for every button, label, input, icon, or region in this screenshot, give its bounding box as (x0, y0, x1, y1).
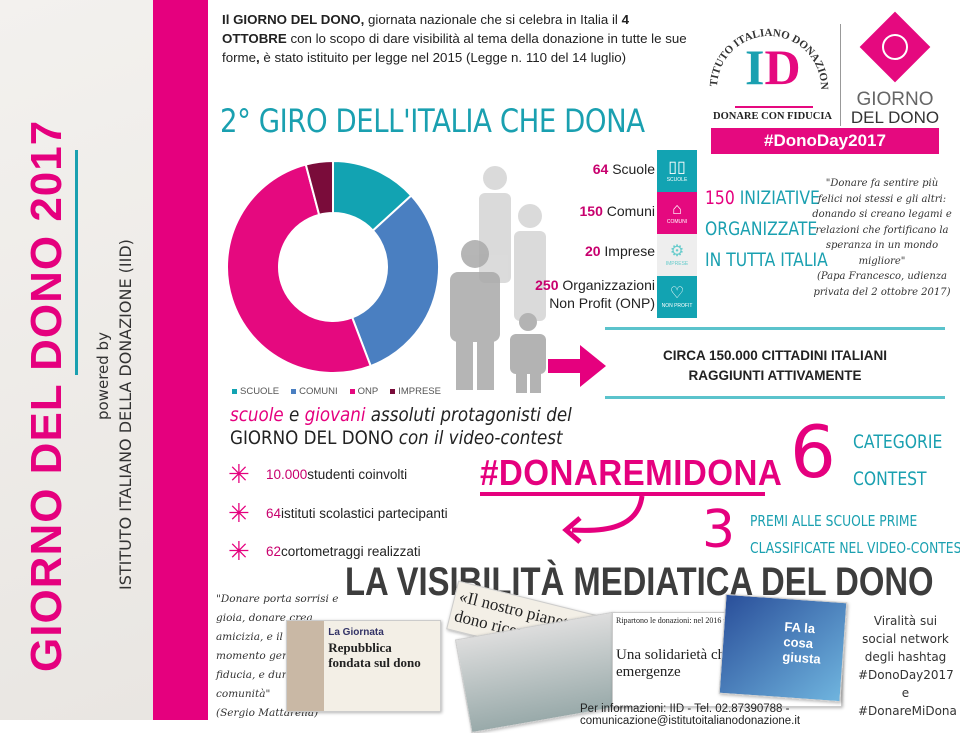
curved-arrow-icon (562, 495, 645, 544)
donut-slice-onp (226, 163, 372, 374)
donaremidona-hashtag: #DONAREMIDONA (480, 452, 783, 493)
giro-title: 2° GIRO DELL'ITALIA CHE DONA (220, 102, 645, 140)
donut-slice-comuni (350, 194, 440, 368)
intro-bold: , (256, 50, 260, 65)
pink-bar (153, 0, 208, 720)
three-number: 3 (702, 500, 736, 560)
asterisk-icon: ✳ (228, 536, 250, 566)
iid-mark: ID (745, 42, 801, 92)
intro-bold: 4 OTTOBRE (222, 12, 629, 46)
photo (287, 621, 325, 711)
iid-mark-d: D (764, 39, 801, 95)
asterisk-icon: ✳ (228, 498, 250, 528)
stat-onp: 250 Organizzazioni Non Profit (ONP) (535, 277, 655, 311)
intro-text: Il GIORNO DEL DONO, giornata nazionale c… (222, 10, 692, 67)
intro-part: giornata nazionale che si celebra in Ita… (364, 12, 622, 27)
legend-item-onp: ONP (349, 386, 378, 397)
footer-contact: Per informazioni: IID - Tel. 02.87390788… (580, 703, 801, 727)
institute-name: ISTITUTO ITALIANO DELLA DONAZIONE (IID) (116, 239, 135, 590)
asterisk-icon: ✳ (228, 459, 250, 489)
side-title: GIORNO DEL DONO 2017 (22, 119, 71, 672)
press-clipping: La Giornata Repubblica fondata sul dono (286, 620, 441, 712)
intro-part: è stato istituito per legge nel 2015 (Le… (259, 50, 627, 65)
premi-text: PREMI ALLE SCUOLE PRIME CLASSIFICATE NEL … (750, 512, 960, 557)
tv-screenshot: FA la cosa giusta (718, 593, 848, 703)
side-panel: GIORNO DEL DONO 2017 powered by ISTITUTO… (0, 0, 153, 720)
arrow-right-icon (548, 345, 606, 387)
divider (605, 327, 945, 330)
legend-item-scuole: SCUOLE (232, 386, 279, 397)
powered-by: powered by (94, 332, 112, 420)
logo-giorno: GIORNO (856, 89, 934, 110)
intro-bold: Il GIORNO DEL DONO, (222, 12, 365, 27)
categorie-contest: CATEGORIE CONTEST (853, 431, 943, 490)
category-icons: ▯▯ SCUOLE ⌂ COMUNI ⚙ IMPRESE ♡ NON PROFIT (657, 150, 697, 318)
town-hall-icon: ⌂ COMUNI (657, 192, 697, 234)
book-icon: ▯▯ SCUOLE (657, 150, 697, 192)
stat-imprese: 20 Imprese (584, 243, 655, 259)
legend-item-imprese: IMPRESE (390, 386, 441, 397)
iid-logo-arc: ISTITUTO ITALIANO DONAZIONE (705, 10, 830, 90)
underline (480, 492, 765, 496)
legend-item-comuni: COMUNI (291, 386, 338, 397)
papa-quote: "Donare fa sentire più felici noi stessi… (812, 178, 952, 298)
iid-mark-i: I (745, 39, 765, 95)
iniziative-text: 150 INIZIATIVE ORGANIZZATE IN TUTTA ITALIA (705, 187, 828, 271)
viral-text: Viralità sui social network degli hashta… (858, 614, 957, 718)
visibilita-heading: LA VISIBILITÀ MEDIATICA DEL DONO (345, 560, 934, 604)
donut-chart (226, 159, 440, 374)
logo-line (735, 106, 813, 108)
logo-divider (840, 24, 841, 126)
donut-slice-imprese (304, 159, 334, 217)
contest-intro: scuole e giovani assoluti protagonisti d… (230, 404, 572, 449)
hashtag-banner: #DonoDay2017 (711, 128, 939, 154)
heart-icon: ♡ NON PROFIT (657, 276, 697, 318)
divider (605, 396, 945, 399)
bullet-item: ✳ 62 cortometraggi realizzati (228, 536, 421, 566)
stat-comuni: 150 Comuni (579, 203, 656, 219)
logo: ISTITUTO ITALIANO DONAZIONE ID DONARE CO… (705, 10, 945, 155)
bullet-item: ✳ 64 istituti scolastici partecipanti (228, 498, 448, 528)
giorno-dono-diamond-icon (859, 11, 931, 83)
bullet-item: ✳ 10.000 studenti coinvolti (228, 459, 408, 489)
stat-scuole: 64 Scuole (592, 161, 655, 177)
gears-icon: ⚙ IMPRESE (657, 234, 697, 276)
chart-legend: SCUOLE COMUNI ONP IMPRESE (232, 386, 441, 397)
six-number: 6 (790, 410, 836, 494)
divider (75, 150, 78, 375)
people-figures-icon (450, 166, 546, 393)
circa-cittadini: CIRCA 150.000 CITTADINI ITALIANI RAGGIUNT… (662, 348, 888, 383)
intro-part: con lo scopo di dare visibilità al tema … (222, 31, 687, 65)
logo-tagline: DONARE CON FIDUCIA (713, 111, 833, 122)
logo-del-dono: DEL DONO (850, 108, 940, 127)
